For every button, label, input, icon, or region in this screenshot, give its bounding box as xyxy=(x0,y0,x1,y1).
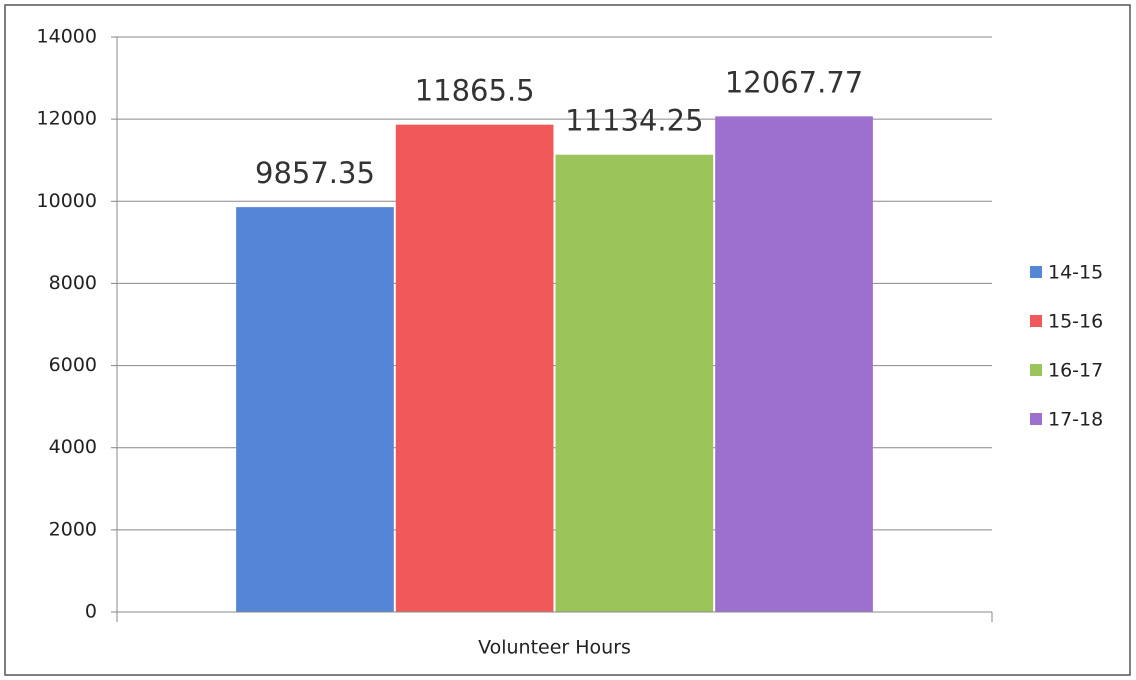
bar xyxy=(555,154,714,612)
legend-swatch xyxy=(1030,315,1042,327)
y-tick-label: 12000 xyxy=(37,108,97,130)
y-tick-label: 8000 xyxy=(49,272,97,294)
data-label: 9857.35 xyxy=(255,156,375,190)
legend-label: 14-15 xyxy=(1048,262,1103,284)
y-tick-label: 0 xyxy=(85,601,97,623)
bar xyxy=(715,116,873,613)
bar xyxy=(236,207,394,613)
y-tick-label: 10000 xyxy=(37,190,97,212)
y-tick-label: 14000 xyxy=(37,26,97,48)
legend-swatch xyxy=(1030,364,1042,376)
data-label: 11134.25 xyxy=(565,104,703,138)
legend-label: 16-17 xyxy=(1048,360,1103,382)
legend-swatch xyxy=(1030,413,1042,425)
legend-label: 17-18 xyxy=(1048,409,1103,431)
data-label: 11865.5 xyxy=(415,74,535,108)
bar xyxy=(395,124,554,612)
y-tick-label: 4000 xyxy=(49,436,97,458)
y-tick-label: 2000 xyxy=(49,518,97,540)
data-label: 12067.77 xyxy=(725,65,863,99)
legend-label: 15-16 xyxy=(1048,311,1103,333)
x-tick-label: Volunteer Hours xyxy=(478,637,631,659)
legend-swatch xyxy=(1030,266,1042,278)
y-tick-label: 6000 xyxy=(49,354,97,376)
